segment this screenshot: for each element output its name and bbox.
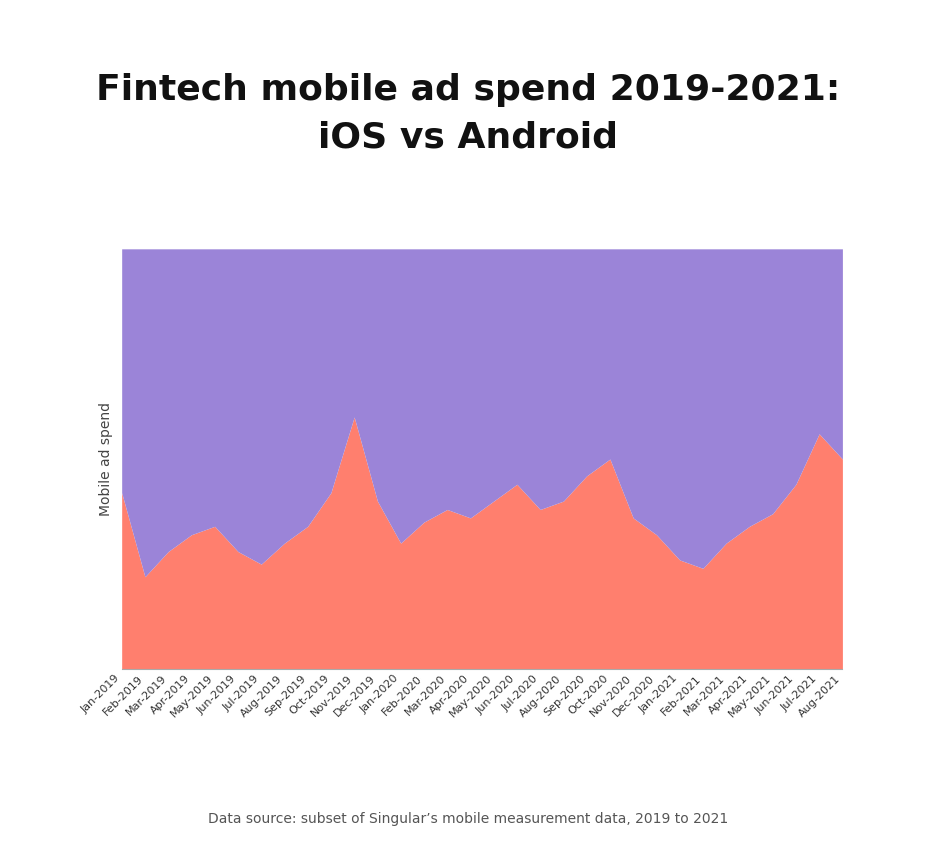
Text: Data source: subset of Singular’s mobile measurement data, 2019 to 2021: Data source: subset of Singular’s mobile… [208,813,728,826]
Legend: Android, iOS: Android, iOS [392,855,572,858]
Text: iOS vs Android: iOS vs Android [318,120,618,154]
Y-axis label: Mobile ad spend: Mobile ad spend [99,402,113,516]
Text: Fintech mobile ad spend 2019-2021:: Fintech mobile ad spend 2019-2021: [95,73,841,107]
